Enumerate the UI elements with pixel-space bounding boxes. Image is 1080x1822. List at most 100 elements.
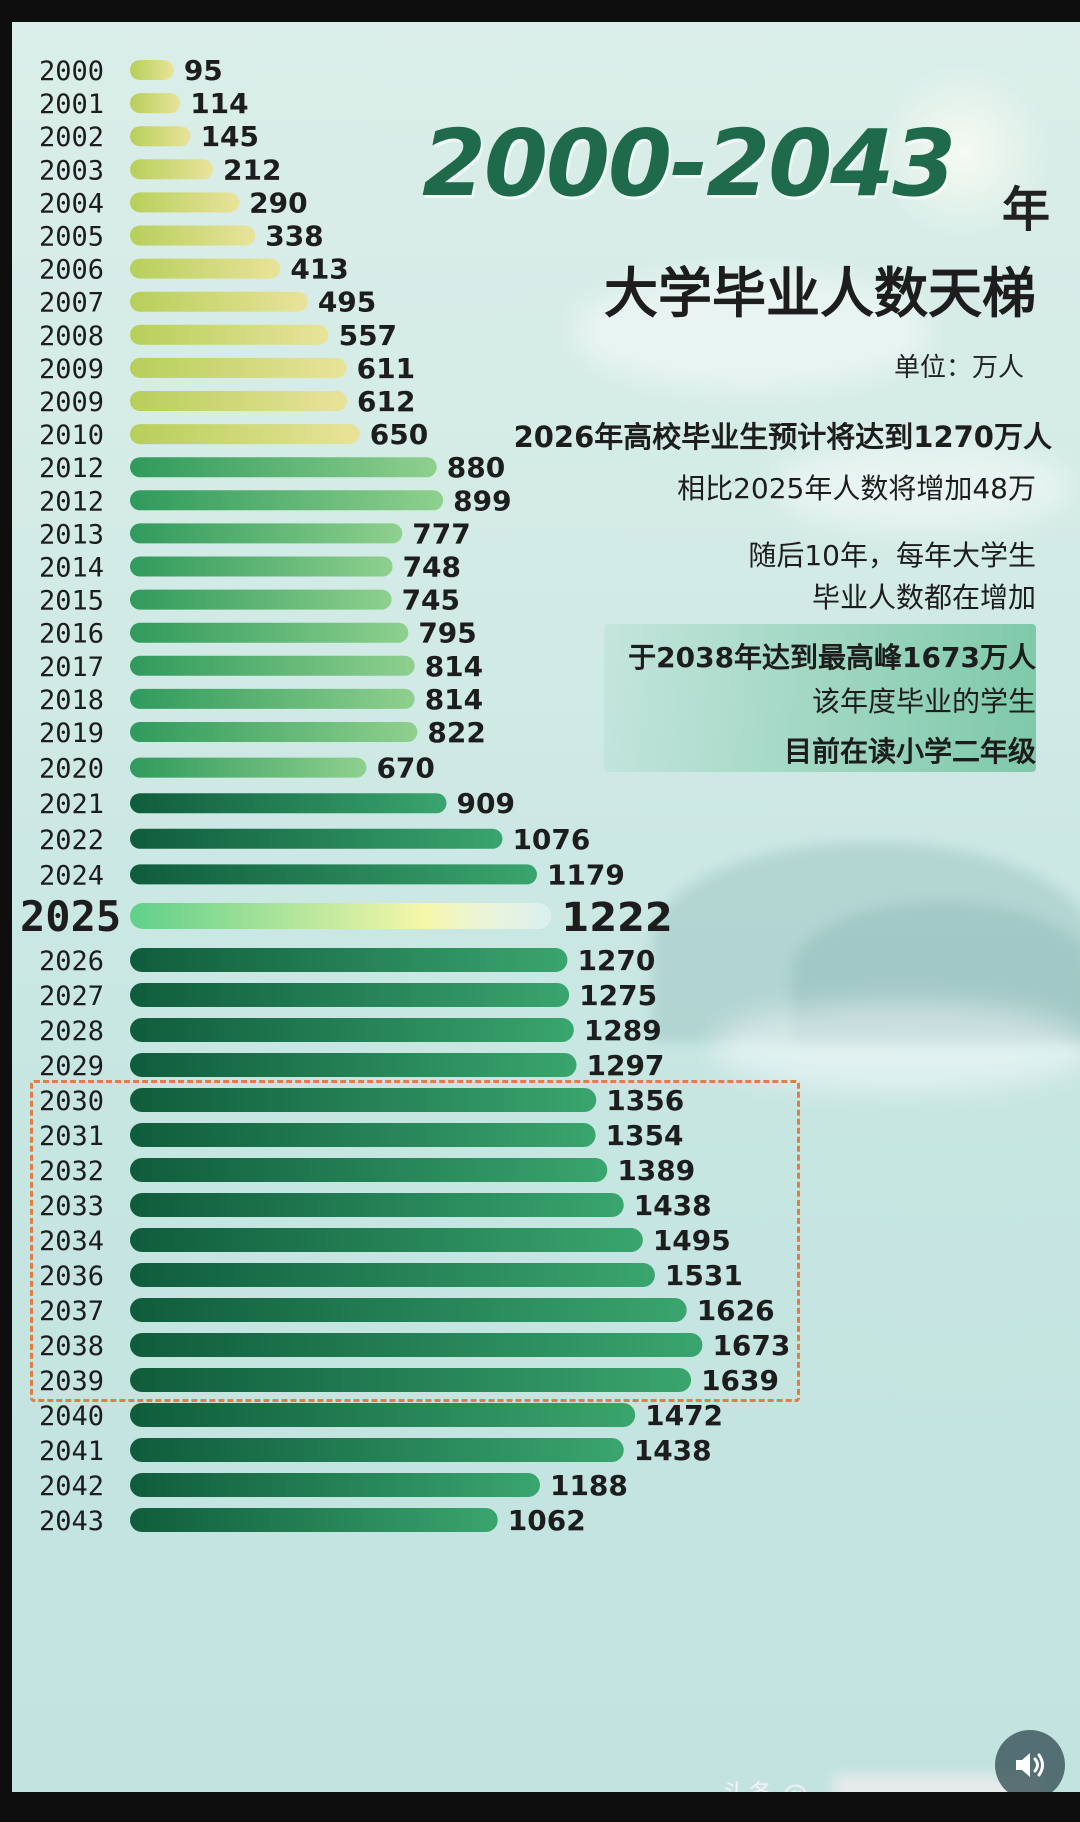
category-label: 2038 xyxy=(39,1331,104,1362)
bar-row-2009: 2009 611 xyxy=(39,352,415,385)
category-label: 2037 xyxy=(39,1296,104,1327)
bar xyxy=(130,1018,574,1042)
bar-row-2012: 2012 899 xyxy=(39,484,512,517)
value-label: 1062 xyxy=(508,1504,586,1537)
category-label: 2031 xyxy=(39,1121,104,1152)
bar xyxy=(130,1368,692,1392)
note-peak: 于2038年达到最高峰1673万人 xyxy=(628,641,1036,674)
value-label: 557 xyxy=(339,319,397,352)
value-label: 1289 xyxy=(584,1014,662,1047)
value-label: 495 xyxy=(318,286,376,319)
bar xyxy=(130,903,552,929)
bar xyxy=(130,1158,608,1182)
sound-button[interactable] xyxy=(995,1730,1065,1792)
category-label: 2002 xyxy=(39,122,104,153)
bar-row-2024: 2024 1179 xyxy=(39,858,625,891)
bar-row-2020: 2020 670 xyxy=(39,752,435,785)
category-label: 2016 xyxy=(39,619,104,650)
category-label: 2042 xyxy=(39,1471,104,1502)
bar xyxy=(130,556,393,577)
watermark: 头条 @ xyxy=(722,1774,808,1792)
bar xyxy=(130,757,367,778)
category-label: 2019 xyxy=(39,718,104,749)
note-growth: 毕业人数都在增加 xyxy=(811,581,1036,614)
category-label: 2025 xyxy=(20,892,121,941)
category-label: 2043 xyxy=(39,1506,104,1537)
bar xyxy=(130,589,392,610)
bar-row-2005: 2005 338 xyxy=(39,220,324,253)
category-label: 2040 xyxy=(39,1401,104,1432)
value-label: 880 xyxy=(447,451,505,484)
value-label: 1472 xyxy=(645,1399,723,1432)
value-label: 795 xyxy=(418,617,476,650)
bar-row-2031: 2031 1354 xyxy=(39,1119,684,1152)
bar xyxy=(130,424,360,445)
bar-row-2027: 2027 1275 xyxy=(39,979,657,1012)
bar-row-2026: 2026 1270 xyxy=(39,944,655,977)
note-increase: 相比2025年人数将增加48万 xyxy=(677,472,1036,505)
category-label: 2004 xyxy=(39,188,104,219)
category-label: 2009 xyxy=(39,354,104,385)
bar xyxy=(130,655,415,676)
bar xyxy=(130,722,418,742)
bar-row-2014: 2014 748 xyxy=(39,551,461,584)
bar-row-2003: 2003 212 xyxy=(39,153,281,186)
bar xyxy=(130,159,214,180)
category-label: 2033 xyxy=(39,1191,104,1222)
bar-row-2004: 2004 290 xyxy=(39,186,308,219)
bar-row-2006: 2006 413 xyxy=(39,253,349,286)
bar-row-2000: 2000 95 xyxy=(39,54,223,87)
value-label: 909 xyxy=(457,787,515,820)
bar-row-2040: 2040 1472 xyxy=(39,1399,723,1432)
bar-row-2010: 2010 650 xyxy=(39,418,428,451)
bar-row-2037: 2037 1626 xyxy=(39,1294,775,1327)
bar-row-2030: 2030 1356 xyxy=(39,1084,684,1117)
bar-row-2015: 2015 745 xyxy=(39,584,460,617)
bar xyxy=(130,258,281,279)
category-label: 2014 xyxy=(39,553,104,584)
note-current-grade: 目前在读小学二年级 xyxy=(783,735,1036,768)
bar-row-2036: 2036 1531 xyxy=(39,1259,743,1292)
bar xyxy=(130,291,308,312)
category-label: 2036 xyxy=(39,1261,104,1292)
value-label: 1076 xyxy=(512,823,590,856)
bar xyxy=(130,490,444,511)
speaker-icon xyxy=(1016,1753,1044,1777)
bar xyxy=(130,1053,577,1077)
bar xyxy=(130,93,181,114)
bar-row-2033: 2033 1438 xyxy=(39,1189,712,1222)
value-label: 1495 xyxy=(653,1224,731,1257)
bar xyxy=(130,523,403,544)
value-label: 1188 xyxy=(550,1469,628,1502)
value-label: 212 xyxy=(223,153,281,186)
bar-row-2019: 2019 822 xyxy=(39,716,486,749)
value-label: 822 xyxy=(427,716,485,749)
bar xyxy=(130,225,256,246)
category-label: 2039 xyxy=(39,1366,104,1397)
bar-row-2032: 2032 1389 xyxy=(39,1154,695,1187)
category-label: 2021 xyxy=(39,789,104,820)
value-label: 814 xyxy=(425,683,483,716)
focus-range-box xyxy=(30,1080,800,1402)
value-label: 1275 xyxy=(579,979,657,1012)
value-label: 1438 xyxy=(634,1189,712,1222)
bar-row-2008: 2008 557 xyxy=(39,319,397,352)
category-label: 2026 xyxy=(39,946,104,977)
category-label: 2017 xyxy=(39,652,104,683)
bar xyxy=(130,1333,703,1357)
category-label: 2029 xyxy=(39,1051,104,1082)
value-label: 1438 xyxy=(634,1434,712,1467)
watermark-blur xyxy=(832,1774,1042,1792)
category-label: 2008 xyxy=(39,321,104,352)
category-label: 2034 xyxy=(39,1226,104,1257)
value-label: 777 xyxy=(412,517,470,550)
bar-row-2039: 2039 1639 xyxy=(39,1364,779,1397)
bars-layer: 2000 95 2001 114 2002 145 2003 212 2004 290 2005 33… xyxy=(20,54,790,1537)
category-label: 2001 xyxy=(39,89,104,120)
category-label: 2005 xyxy=(39,222,104,253)
bar xyxy=(130,983,570,1007)
poster-background: 2000 95 2001 114 2002 145 2003 212 2004 290 2005 33… xyxy=(12,22,1080,1792)
bar-row-2029: 2029 1297 xyxy=(39,1049,664,1082)
value-label: 1639 xyxy=(701,1364,779,1397)
value-label: 1270 xyxy=(577,944,655,977)
